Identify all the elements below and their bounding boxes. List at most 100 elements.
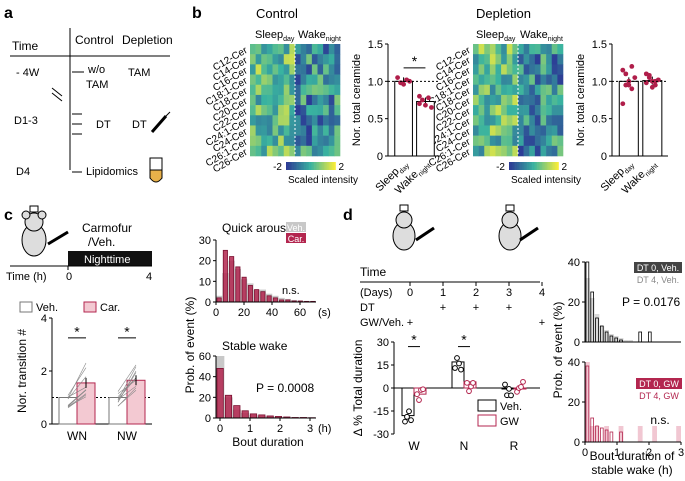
y-tick-label: 1.5: [592, 39, 607, 51]
colorbar-cell: [520, 162, 523, 170]
heatmap-cell: [323, 44, 330, 55]
colorbar-cell: [517, 162, 520, 170]
heatmap-cell: [489, 94, 496, 106]
colorbar-cell: [510, 162, 513, 170]
heatmap-cell: [250, 94, 256, 106]
colorbar-cell: [317, 162, 320, 170]
colorbar-cell: [555, 162, 558, 170]
heatmap-cell: [478, 64, 485, 75]
heatmap-cell: [489, 54, 496, 65]
col-header-sleep: Sleepday: [255, 29, 295, 43]
heatmap-cell: [306, 84, 313, 96]
heatmap-cell: [546, 145, 553, 157]
colorbar-cell: [509, 162, 511, 170]
heatmap-cell: [250, 135, 256, 147]
heatmap-cell: [546, 105, 553, 116]
heatmap-cell: [261, 94, 268, 106]
heatmap-cell: [529, 64, 536, 75]
heatmap-cell: [272, 54, 279, 65]
heatmap-cell: [255, 145, 262, 157]
x-tick-label: 1: [614, 447, 620, 459]
hist-bar-a: [604, 426, 609, 442]
heatmap-cell: [489, 145, 496, 157]
colorbar-min: -2: [273, 162, 282, 173]
heatmap-cell: [478, 74, 485, 86]
colorbar-label: Scaled intensity: [288, 175, 358, 186]
heatmap-cell: [551, 74, 558, 86]
hist-bar-b: [604, 429, 609, 443]
x-tick-label: R: [510, 439, 519, 453]
heatmap-cell: [266, 145, 273, 157]
day-label: 4: [539, 287, 545, 299]
paired-line: [67, 362, 87, 399]
panel-b: b Control Depletion Sleepday Wakenight C…: [192, 5, 668, 198]
heatmap-cell: [518, 94, 524, 106]
data-point: [652, 78, 658, 84]
drug-label-2: /Veh.: [88, 235, 115, 249]
heatmap-cell: [506, 105, 513, 116]
day-label: 3: [506, 287, 512, 299]
heatmap-cell: [334, 44, 341, 55]
heatmap-cell: [295, 105, 301, 116]
hist-bar-b: [241, 410, 249, 419]
hist-bar-b: [249, 413, 258, 419]
data-point-gw: [470, 380, 476, 386]
y-tick-label: 30: [377, 337, 389, 349]
heatmap-cell: [540, 94, 547, 106]
heatmap-cell: [501, 145, 508, 157]
heatmap-cell: [334, 94, 341, 106]
heatmap-cell: [489, 44, 496, 55]
heatmap-cell: [295, 44, 301, 55]
y-tick-label: 30: [199, 235, 211, 247]
heatmap-cell: [289, 54, 296, 65]
heatmap-cell: [529, 125, 536, 136]
heatmap-cell: [283, 94, 290, 106]
heatmap-cell: [540, 105, 547, 116]
duration-bar-chart: -30 -15 0 15 30 Δ % Total duration * W * N R Veh. GW: [351, 332, 540, 453]
heatmap-cell: [272, 44, 279, 55]
hist-bar-b: [590, 417, 594, 443]
heatmap-cell: [306, 145, 313, 157]
colorbar-cell: [327, 162, 330, 170]
hist-bar-b: [595, 317, 599, 343]
x-tick-label: 1: [247, 423, 253, 435]
heatmap-cell: [250, 74, 256, 86]
heatmap-cell: [551, 125, 558, 136]
heatmap-cell: [529, 105, 536, 116]
heatmap-cell: [328, 94, 335, 106]
heatmap-cell: [317, 145, 324, 157]
heatmap-cell: [250, 145, 256, 157]
colorbar-cell: [533, 162, 536, 170]
y-tick-label: 0: [574, 337, 580, 349]
heatmap-cell: [261, 54, 268, 65]
heatmap-cell: [266, 54, 273, 65]
y-tick-label: 0: [377, 151, 383, 163]
colorbar-cell: [310, 162, 313, 170]
heatmap-cell: [512, 44, 519, 55]
heatmap-cell: [306, 94, 313, 106]
colorbar-cell: [556, 162, 559, 170]
data-point-veh: [502, 381, 508, 388]
legend-veh: Veh.: [287, 223, 305, 233]
colorbar-cell: [512, 162, 515, 170]
hist-bar-b: [260, 291, 266, 303]
x-tick-label: Wakenight: [393, 158, 433, 198]
y-axis-label: Δ % Total duration: [351, 340, 365, 437]
heatmap-cell: [518, 54, 524, 65]
control-heatmap: [250, 44, 341, 157]
heatmap-cell: [523, 125, 530, 136]
colorbar-min: -2: [496, 162, 505, 173]
heatmap-cell: [323, 115, 330, 126]
heatmap-cell: [495, 115, 502, 126]
heatmap-cell: [529, 84, 536, 96]
heatmap-cell: [546, 54, 553, 65]
heatmap-cell: [261, 125, 268, 136]
heatmap-cell: [295, 145, 301, 157]
gw-mark: +: [407, 317, 413, 329]
heatmap-cell: [261, 74, 268, 86]
heatmap-cell: [323, 135, 330, 147]
heatmap-cell: [473, 64, 479, 75]
heatmap-cell: [323, 54, 330, 65]
heatmap-cell: [501, 125, 508, 136]
